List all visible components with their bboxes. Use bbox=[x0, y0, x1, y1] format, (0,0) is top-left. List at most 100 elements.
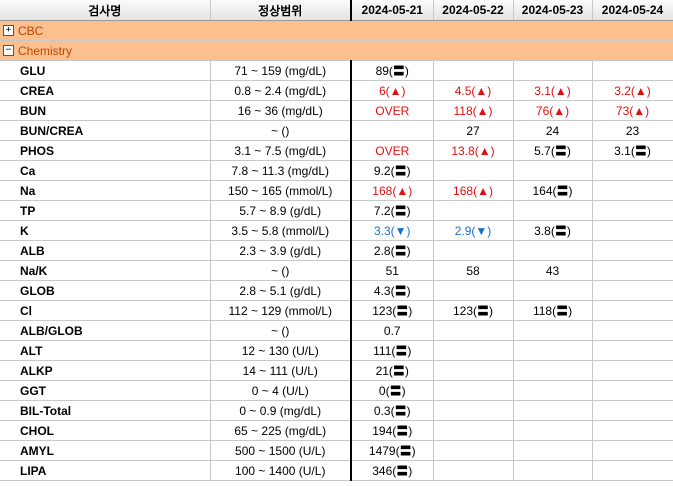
column-header-test-name[interactable]: 검사명 bbox=[0, 0, 211, 21]
result-cell-date-1: 0.7 bbox=[350, 320, 434, 341]
normal-range-cell: 7.8 ~ 11.3 (mg/dL) bbox=[210, 160, 352, 181]
normal-range-cell: 71 ~ 159 (mg/dL) bbox=[210, 60, 352, 81]
table-row[interactable]: Ca 7.8 ~ 11.3 (mg/dL) 9.2(〓) bbox=[0, 160, 673, 181]
result-cell-date-1: 6(▲) bbox=[350, 80, 434, 101]
result-cell-date-4 bbox=[592, 200, 673, 221]
test-name-cell: BUN/CREA bbox=[0, 120, 211, 141]
table-row[interactable]: ALB 2.3 ~ 3.9 (g/dL) 2.8(〓) bbox=[0, 240, 673, 261]
result-cell-date-2 bbox=[433, 280, 514, 301]
table-row[interactable]: Na 150 ~ 165 (mmol/L) 168(▲) 168(▲) 164(〓) bbox=[0, 180, 673, 201]
result-cell-date-4 bbox=[592, 160, 673, 181]
test-name-cell: ALB bbox=[0, 240, 211, 261]
table-row[interactable]: Na/K ~ () 51 58 43 bbox=[0, 260, 673, 281]
result-cell-date-2 bbox=[433, 420, 514, 441]
result-cell-date-1: 4.3(〓) bbox=[350, 280, 434, 301]
table-row[interactable]: GGT 0 ~ 4 (U/L) 0(〓) bbox=[0, 380, 673, 401]
column-header-date-1[interactable]: 2024-05-21 bbox=[350, 0, 434, 21]
result-cell-date-3 bbox=[513, 400, 593, 421]
result-cell-date-3 bbox=[513, 280, 593, 301]
result-cell-date-3 bbox=[513, 240, 593, 261]
table-row[interactable]: TP 5.7 ~ 8.9 (g/dL) 7.2(〓) bbox=[0, 200, 673, 221]
table-row[interactable]: LIPA 100 ~ 1400 (U/L) 346(〓) bbox=[0, 460, 673, 481]
group-label-chemistry: Chemistry bbox=[18, 43, 73, 58]
result-cell-date-1: OVER bbox=[350, 140, 434, 161]
result-cell-date-1: 111(〓) bbox=[350, 340, 434, 361]
column-header-date-3[interactable]: 2024-05-23 bbox=[513, 0, 593, 21]
normal-range-cell: 5.7 ~ 8.9 (g/dL) bbox=[210, 200, 352, 221]
normal-range-cell: 500 ~ 1500 (U/L) bbox=[210, 440, 352, 461]
result-cell-date-3 bbox=[513, 440, 593, 461]
table-row[interactable]: BUN 16 ~ 36 (mg/dL) OVER 118(▲) 76(▲) 73(▲) bbox=[0, 100, 673, 121]
result-cell-date-4: 23 bbox=[592, 120, 673, 141]
result-cell-date-2 bbox=[433, 380, 514, 401]
result-cell-date-2: 2.9(▼) bbox=[433, 220, 514, 241]
result-cell-date-1: 168(▲) bbox=[350, 180, 434, 201]
table-row[interactable]: BUN/CREA ~ () 27 24 23 bbox=[0, 120, 673, 141]
normal-range-cell: 14 ~ 111 (U/L) bbox=[210, 360, 352, 381]
result-cell-date-2: 123(〓) bbox=[433, 300, 514, 321]
test-name-cell: ALT bbox=[0, 340, 211, 361]
result-cell-date-4 bbox=[592, 180, 673, 201]
result-cell-date-1: OVER bbox=[350, 100, 434, 121]
result-cell-date-4: 73(▲) bbox=[592, 100, 673, 121]
result-cell-date-2 bbox=[433, 400, 514, 421]
result-cell-date-2 bbox=[433, 240, 514, 261]
table-row[interactable]: GLOB 2.8 ~ 5.1 (g/dL) 4.3(〓) bbox=[0, 280, 673, 301]
test-name-cell: BUN bbox=[0, 100, 211, 121]
table-row[interactable]: Cl 112 ~ 129 (mmol/L) 123(〓) 123(〓) 118(〓) bbox=[0, 300, 673, 321]
result-cell-date-4 bbox=[592, 300, 673, 321]
result-cell-date-1 bbox=[350, 120, 434, 141]
result-cell-date-3 bbox=[513, 340, 593, 361]
table-row[interactable]: AMYL 500 ~ 1500 (U/L) 1479(〓) bbox=[0, 440, 673, 461]
result-cell-date-2 bbox=[433, 340, 514, 361]
table-row[interactable]: CREA 0.8 ~ 2.4 (mg/dL) 6(▲) 4.5(▲) 3.1(▲) 3.2… bbox=[0, 80, 673, 101]
group-row-cbc[interactable]: + CBC bbox=[0, 20, 673, 41]
result-cell-date-3 bbox=[513, 380, 593, 401]
result-cell-date-4 bbox=[592, 440, 673, 461]
test-name-cell: Cl bbox=[0, 300, 211, 321]
result-cell-date-4 bbox=[592, 420, 673, 441]
result-cell-date-4 bbox=[592, 320, 673, 341]
table-row[interactable]: PHOS 3.1 ~ 7.5 (mg/dL) OVER 13.8(▲) 5.7(〓) 3.… bbox=[0, 140, 673, 161]
normal-range-cell: 2.3 ~ 3.9 (g/dL) bbox=[210, 240, 352, 261]
test-name-cell: CREA bbox=[0, 80, 211, 101]
normal-range-cell: ~ () bbox=[210, 260, 352, 281]
result-cell-date-4 bbox=[592, 280, 673, 301]
column-header-normal-range[interactable]: 정상범위 bbox=[210, 0, 352, 21]
result-cell-date-1: 51 bbox=[350, 260, 434, 281]
result-cell-date-2 bbox=[433, 460, 514, 481]
table-row[interactable]: ALB/GLOB ~ () 0.7 bbox=[0, 320, 673, 341]
test-name-cell: GLU bbox=[0, 60, 211, 81]
group-row-chemistry[interactable]: − Chemistry bbox=[0, 40, 673, 61]
table-row[interactable]: CHOL 65 ~ 225 (mg/dL) 194(〓) bbox=[0, 420, 673, 441]
normal-range-cell: 150 ~ 165 (mmol/L) bbox=[210, 180, 352, 201]
column-header-date-2[interactable]: 2024-05-22 bbox=[433, 0, 514, 21]
result-cell-date-3 bbox=[513, 60, 593, 81]
column-header-date-4[interactable]: 2024-05-24 bbox=[592, 0, 673, 21]
collapse-toggle-icon[interactable]: − bbox=[3, 45, 14, 56]
test-name-cell: ALB/GLOB bbox=[0, 320, 211, 341]
table-row[interactable]: GLU 71 ~ 159 (mg/dL) 89(〓) bbox=[0, 60, 673, 81]
result-cell-date-4 bbox=[592, 60, 673, 81]
result-cell-date-4: 3.2(▲) bbox=[592, 80, 673, 101]
expand-toggle-icon[interactable]: + bbox=[3, 25, 14, 36]
normal-range-cell: 3.1 ~ 7.5 (mg/dL) bbox=[210, 140, 352, 161]
normal-range-cell: 0 ~ 0.9 (mg/dL) bbox=[210, 400, 352, 421]
header-row: 검사명 정상범위 2024-05-21 2024-05-22 2024-05-2… bbox=[0, 0, 673, 21]
result-cell-date-1: 3.3(▼) bbox=[350, 220, 434, 241]
result-cell-date-2: 58 bbox=[433, 260, 514, 281]
result-cell-date-3: 24 bbox=[513, 120, 593, 141]
result-cell-date-3 bbox=[513, 160, 593, 181]
result-cell-date-1: 0(〓) bbox=[350, 380, 434, 401]
table-row[interactable]: K 3.5 ~ 5.8 (mmol/L) 3.3(▼) 2.9(▼) 3.8(〓) bbox=[0, 220, 673, 241]
table-row[interactable]: BIL-Total 0 ~ 0.9 (mg/dL) 0.3(〓) bbox=[0, 400, 673, 421]
result-cell-date-3: 43 bbox=[513, 260, 593, 281]
normal-range-cell: ~ () bbox=[210, 120, 352, 141]
table-row[interactable]: ALT 12 ~ 130 (U/L) 111(〓) bbox=[0, 340, 673, 361]
result-cell-date-4 bbox=[592, 220, 673, 241]
result-cell-date-4 bbox=[592, 340, 673, 361]
result-cell-date-2 bbox=[433, 440, 514, 461]
table-row[interactable]: ALKP 14 ~ 111 (U/L) 21(〓) bbox=[0, 360, 673, 381]
result-cell-date-2 bbox=[433, 360, 514, 381]
